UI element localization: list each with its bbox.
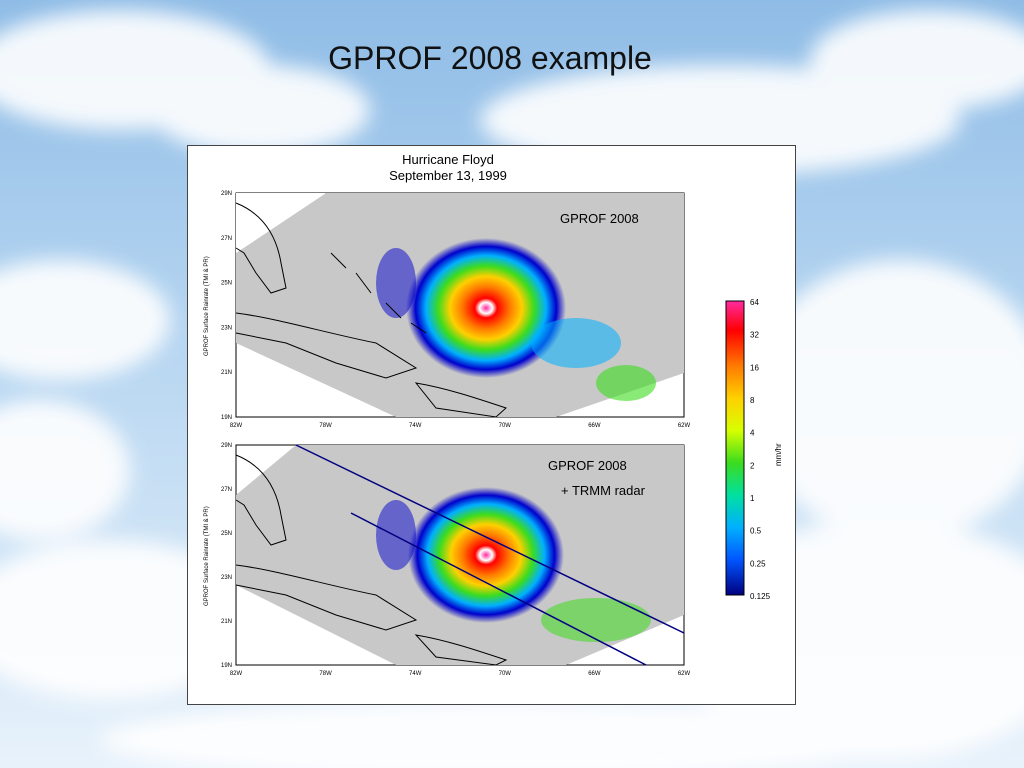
figure-title-line2: September 13, 1999: [389, 168, 507, 183]
x-tick-label: 74W: [409, 671, 422, 677]
panel-label-bottom: GPROF 2008: [548, 458, 627, 473]
x-axis-bottom: 82W 78W 74W 70W 66W 62W: [230, 671, 691, 677]
y-axis-label-top: GPROF Surface Rainrate (TMI & PR): [204, 256, 210, 356]
x-tick-label: 78W: [319, 423, 332, 429]
colorbar-tick-label: 0.125: [750, 592, 771, 601]
x-tick-label: 66W: [588, 423, 601, 429]
colorbar-tick-label: 2: [750, 461, 755, 470]
colorbar-tick-label: 16: [750, 363, 759, 372]
colorbar-tick-label: 0.5: [750, 527, 762, 536]
colorbar-tick-label: 1: [750, 494, 755, 503]
colorbar-tick-label: 0.25: [750, 559, 766, 568]
y-tick-label: 21N: [221, 619, 232, 625]
x-tick-label: 66W: [588, 671, 601, 677]
panel-label-bottom-2: + TRMM radar: [561, 483, 645, 498]
colorbar-tick-label: 64: [750, 298, 759, 307]
y-tick-label: 27N: [221, 487, 232, 493]
x-tick-label: 78W: [319, 671, 332, 677]
y-tick-label: 27N: [221, 236, 232, 242]
x-axis-top: 82W 78W 74W 70W 66W 62W: [230, 423, 691, 429]
map-panel-top: [235, 192, 685, 418]
x-tick-label: 70W: [499, 423, 512, 429]
y-tick-label: 29N: [221, 191, 232, 197]
y-tick-label: 23N: [221, 575, 232, 581]
y-tick-label: 21N: [221, 370, 232, 376]
y-tick-label: 25N: [221, 531, 232, 537]
panel-label-top: GPROF 2008: [560, 211, 639, 226]
y-axis-top: 29N 27N 25N 23N 21N 19N: [221, 191, 232, 421]
y-tick-label: 25N: [221, 281, 232, 287]
colorbar-tick-label: 32: [750, 331, 759, 340]
x-tick-label: 62W: [678, 423, 691, 429]
slide-title: GPROF 2008 example: [328, 40, 652, 76]
figure-panel: Hurricane Floyd September 13, 1999: [187, 145, 796, 705]
map-panel-bottom: [235, 444, 685, 666]
colorbar-tick-label: 8: [750, 396, 755, 405]
x-tick-label: 82W: [230, 671, 243, 677]
x-tick-label: 62W: [678, 671, 691, 677]
y-tick-label: 19N: [221, 415, 232, 421]
colorbar: 64 32 16 8 4 2 1 0.5 0.25 0.125 mm/hr: [725, 298, 783, 601]
colorbar-unit: mm/hr: [774, 443, 783, 466]
y-tick-label: 23N: [221, 325, 232, 331]
figure-graphics: 29N 27N 25N 23N 21N 19N 82W 78W 74W 70W 66W 62W 29…: [204, 191, 783, 677]
x-tick-label: 70W: [499, 671, 512, 677]
y-tick-label: 29N: [221, 443, 232, 449]
y-axis-bottom: 29N 27N 25N 23N 21N 19N: [221, 443, 232, 669]
x-tick-label: 82W: [230, 423, 243, 429]
y-axis-label-bottom: GPROF Surface Rainrate (TMI & PR): [204, 506, 210, 606]
figure-title-line1: Hurricane Floyd: [402, 152, 494, 167]
y-tick-label: 19N: [221, 663, 232, 669]
x-tick-label: 74W: [409, 423, 422, 429]
colorbar-tick-label: 4: [750, 429, 755, 438]
